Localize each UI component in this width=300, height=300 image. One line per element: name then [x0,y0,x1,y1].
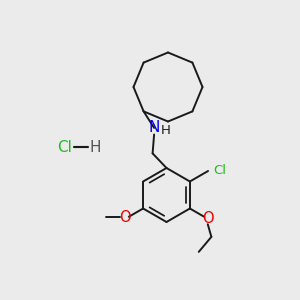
Text: Cl: Cl [57,140,72,154]
Text: O: O [202,211,214,226]
Text: N: N [148,120,160,135]
Text: O: O [119,210,131,225]
Text: H: H [160,124,170,137]
Text: H: H [89,140,101,154]
Text: Cl: Cl [214,164,226,177]
